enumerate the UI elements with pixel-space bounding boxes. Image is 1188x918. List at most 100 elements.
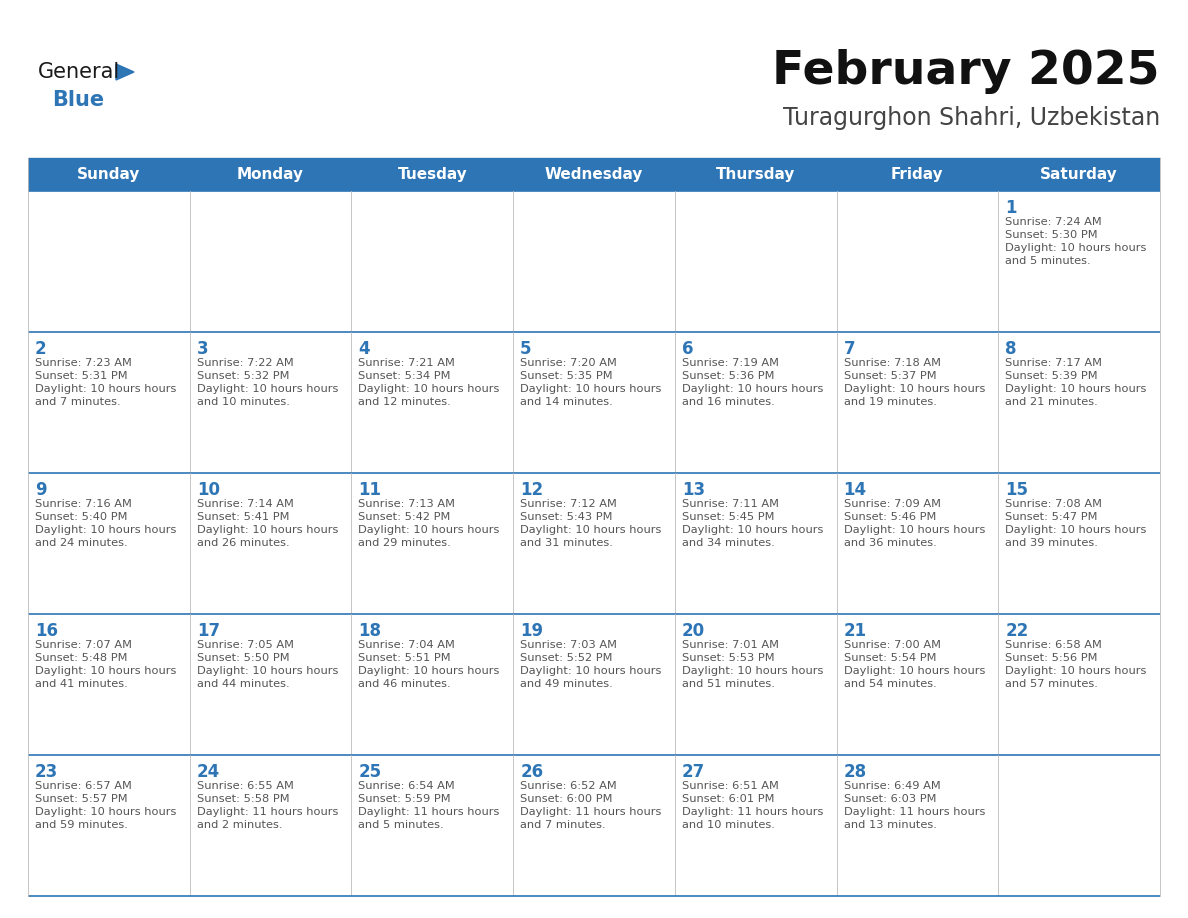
- Text: Daylight: 10 hours hours: Daylight: 10 hours hours: [1005, 525, 1146, 535]
- Text: Sunrise: 6:51 AM: Sunrise: 6:51 AM: [682, 781, 778, 791]
- Text: Sunrise: 7:24 AM: Sunrise: 7:24 AM: [1005, 217, 1102, 227]
- Text: Sunrise: 7:03 AM: Sunrise: 7:03 AM: [520, 640, 617, 650]
- Bar: [29, 473, 190, 614]
- Text: and 39 minutes.: and 39 minutes.: [1005, 538, 1098, 548]
- Text: Sunset: 5:57 PM: Sunset: 5:57 PM: [34, 794, 127, 804]
- Text: Sunset: 6:00 PM: Sunset: 6:00 PM: [520, 794, 613, 804]
- Text: 10: 10: [197, 481, 220, 499]
- Bar: [29, 755, 190, 896]
- Text: 13: 13: [682, 481, 704, 499]
- Text: and 31 minutes.: and 31 minutes.: [520, 538, 613, 548]
- Text: and 10 minutes.: and 10 minutes.: [682, 820, 775, 830]
- Text: and 21 minutes.: and 21 minutes.: [1005, 397, 1098, 407]
- Bar: [190, 614, 352, 755]
- Text: Sunset: 6:01 PM: Sunset: 6:01 PM: [682, 794, 775, 804]
- Text: Sunrise: 7:05 AM: Sunrise: 7:05 AM: [197, 640, 293, 650]
- Bar: [29, 614, 190, 755]
- Text: Sunset: 5:31 PM: Sunset: 5:31 PM: [34, 371, 127, 381]
- Text: 22: 22: [1005, 622, 1029, 640]
- Text: Sunset: 5:42 PM: Sunset: 5:42 PM: [359, 512, 450, 522]
- Text: Sunset: 5:45 PM: Sunset: 5:45 PM: [682, 512, 775, 522]
- Bar: [29, 191, 190, 332]
- Text: Sunrise: 7:04 AM: Sunrise: 7:04 AM: [359, 640, 455, 650]
- Text: Sunset: 5:37 PM: Sunset: 5:37 PM: [843, 371, 936, 381]
- Text: Daylight: 10 hours hours: Daylight: 10 hours hours: [1005, 243, 1146, 253]
- Text: Daylight: 11 hours hours: Daylight: 11 hours hours: [682, 807, 823, 817]
- Text: Daylight: 10 hours hours: Daylight: 10 hours hours: [682, 666, 823, 676]
- Bar: [352, 755, 513, 896]
- Text: Sunrise: 6:54 AM: Sunrise: 6:54 AM: [359, 781, 455, 791]
- Text: Sunrise: 7:08 AM: Sunrise: 7:08 AM: [1005, 499, 1102, 509]
- Text: Daylight: 10 hours hours: Daylight: 10 hours hours: [34, 525, 176, 535]
- Text: Sunset: 5:56 PM: Sunset: 5:56 PM: [1005, 653, 1098, 663]
- Bar: [675, 614, 836, 755]
- Text: and 29 minutes.: and 29 minutes.: [359, 538, 451, 548]
- Bar: [513, 332, 675, 473]
- Text: and 46 minutes.: and 46 minutes.: [359, 679, 451, 689]
- Text: and 5 minutes.: and 5 minutes.: [1005, 256, 1091, 266]
- Text: Sunset: 6:03 PM: Sunset: 6:03 PM: [843, 794, 936, 804]
- Text: 28: 28: [843, 763, 867, 781]
- Text: Sunrise: 7:16 AM: Sunrise: 7:16 AM: [34, 499, 132, 509]
- Text: Daylight: 10 hours hours: Daylight: 10 hours hours: [520, 525, 662, 535]
- Text: Sunrise: 7:14 AM: Sunrise: 7:14 AM: [197, 499, 293, 509]
- Text: Daylight: 10 hours hours: Daylight: 10 hours hours: [1005, 666, 1146, 676]
- Text: Sunrise: 7:00 AM: Sunrise: 7:00 AM: [843, 640, 941, 650]
- Bar: [998, 614, 1159, 755]
- Bar: [513, 755, 675, 896]
- Text: General: General: [38, 62, 120, 82]
- Text: Tuesday: Tuesday: [398, 167, 467, 182]
- Bar: [29, 158, 1159, 191]
- Text: 20: 20: [682, 622, 704, 640]
- Text: Sunset: 5:39 PM: Sunset: 5:39 PM: [1005, 371, 1098, 381]
- Text: Friday: Friday: [891, 167, 943, 182]
- Text: and 49 minutes.: and 49 minutes.: [520, 679, 613, 689]
- Bar: [675, 473, 836, 614]
- Text: Sunset: 5:59 PM: Sunset: 5:59 PM: [359, 794, 451, 804]
- Text: 9: 9: [34, 481, 46, 499]
- Bar: [836, 332, 998, 473]
- Bar: [352, 332, 513, 473]
- Text: Blue: Blue: [52, 90, 105, 110]
- Text: and 26 minutes.: and 26 minutes.: [197, 538, 290, 548]
- Text: 24: 24: [197, 763, 220, 781]
- Text: Daylight: 10 hours hours: Daylight: 10 hours hours: [682, 384, 823, 394]
- Text: Wednesday: Wednesday: [545, 167, 643, 182]
- Text: and 44 minutes.: and 44 minutes.: [197, 679, 290, 689]
- Text: Daylight: 10 hours hours: Daylight: 10 hours hours: [197, 525, 339, 535]
- Text: 17: 17: [197, 622, 220, 640]
- Text: Sunrise: 7:21 AM: Sunrise: 7:21 AM: [359, 358, 455, 368]
- Bar: [513, 473, 675, 614]
- Text: Sunrise: 7:12 AM: Sunrise: 7:12 AM: [520, 499, 617, 509]
- Bar: [513, 614, 675, 755]
- Text: and 19 minutes.: and 19 minutes.: [843, 397, 936, 407]
- Text: Daylight: 10 hours hours: Daylight: 10 hours hours: [359, 525, 500, 535]
- Text: and 7 minutes.: and 7 minutes.: [34, 397, 121, 407]
- Text: 25: 25: [359, 763, 381, 781]
- Text: and 12 minutes.: and 12 minutes.: [359, 397, 451, 407]
- Text: Daylight: 11 hours hours: Daylight: 11 hours hours: [359, 807, 500, 817]
- Text: Sunset: 5:48 PM: Sunset: 5:48 PM: [34, 653, 127, 663]
- Text: Daylight: 10 hours hours: Daylight: 10 hours hours: [843, 666, 985, 676]
- Text: 26: 26: [520, 763, 543, 781]
- Text: Sunset: 5:30 PM: Sunset: 5:30 PM: [1005, 230, 1098, 240]
- Text: Daylight: 11 hours hours: Daylight: 11 hours hours: [843, 807, 985, 817]
- Text: Sunset: 5:35 PM: Sunset: 5:35 PM: [520, 371, 613, 381]
- Text: and 5 minutes.: and 5 minutes.: [359, 820, 444, 830]
- Text: Sunrise: 7:23 AM: Sunrise: 7:23 AM: [34, 358, 132, 368]
- Text: Sunset: 5:46 PM: Sunset: 5:46 PM: [843, 512, 936, 522]
- Text: Sunrise: 7:01 AM: Sunrise: 7:01 AM: [682, 640, 779, 650]
- Text: Sunrise: 6:57 AM: Sunrise: 6:57 AM: [34, 781, 132, 791]
- Text: and 51 minutes.: and 51 minutes.: [682, 679, 775, 689]
- Text: Sunrise: 6:58 AM: Sunrise: 6:58 AM: [1005, 640, 1102, 650]
- Text: February 2025: February 2025: [772, 50, 1159, 95]
- Text: Sunset: 5:47 PM: Sunset: 5:47 PM: [1005, 512, 1098, 522]
- Text: and 57 minutes.: and 57 minutes.: [1005, 679, 1098, 689]
- Text: and 34 minutes.: and 34 minutes.: [682, 538, 775, 548]
- Text: and 54 minutes.: and 54 minutes.: [843, 679, 936, 689]
- Bar: [998, 755, 1159, 896]
- Text: Daylight: 10 hours hours: Daylight: 10 hours hours: [197, 666, 339, 676]
- Bar: [836, 755, 998, 896]
- Text: 16: 16: [34, 622, 58, 640]
- Text: Sunset: 5:43 PM: Sunset: 5:43 PM: [520, 512, 613, 522]
